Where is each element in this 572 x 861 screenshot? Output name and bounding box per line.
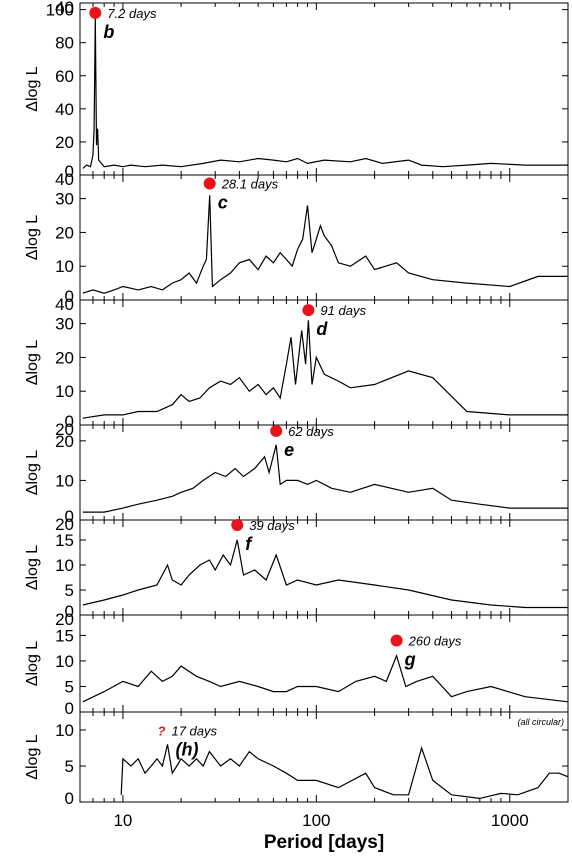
panel-2-series-line xyxy=(82,195,568,294)
panel-4-planet-label: e xyxy=(284,440,294,460)
panel-3-series-line xyxy=(82,320,568,419)
panel-7-frame xyxy=(79,711,569,803)
panel-3-ytick-label-zero: 0 xyxy=(65,412,74,431)
panel-2-ytick-label: 20 xyxy=(55,223,74,242)
panel-3-marker xyxy=(302,304,315,317)
panel-1-planet-label: b xyxy=(103,22,114,42)
panel-6-top-tick-label: 20 xyxy=(55,610,74,629)
panel-3-ytick-label: 10 xyxy=(55,382,74,401)
panel-1-period-label: 7.2 days xyxy=(107,6,157,21)
panel-3-ylabel: Δlog L xyxy=(24,340,41,385)
panel-5-series-line xyxy=(82,539,568,609)
panel-5-ytick-label: 15 xyxy=(55,531,74,550)
panel-7-planet-label: (h) xyxy=(175,739,198,759)
panel-4-ytick-label-zero: 0 xyxy=(65,507,74,526)
panel-7-uncertain-mark: ? xyxy=(157,723,165,738)
panel-7-ytick-label: 10 xyxy=(55,721,74,740)
panel-4-ytick-label: 10 xyxy=(55,471,74,490)
panel-6-marker xyxy=(390,634,403,647)
panel-3-planet-label: d xyxy=(316,319,328,339)
panel-1-ytick-label: 100 xyxy=(46,1,74,20)
panel-6-ytick-label-zero: 0 xyxy=(65,699,74,718)
panel-5-ytick-label: 5 xyxy=(65,581,74,600)
panel-6-planet-label: g xyxy=(404,650,416,670)
panel-4-series-line xyxy=(82,444,568,513)
panel-7-period-label: 17 days xyxy=(171,723,217,738)
panel-7-ytick-label-zero: 0 xyxy=(65,789,74,808)
panel-5-ylabel: Δlog L xyxy=(24,545,41,590)
panel-1-ytick-label: 20 xyxy=(55,133,74,152)
panel-6-series-line xyxy=(82,653,569,703)
panel-4-top-tick-label: 20 xyxy=(55,420,74,439)
panel-6-period-label: 260 days xyxy=(408,634,462,649)
panel-3-period-label: 91 days xyxy=(320,303,366,318)
panel-2-period-label: 28.1 days xyxy=(221,176,279,191)
panel-2-planet-label: c xyxy=(218,192,228,212)
panel-5-planet-label: f xyxy=(245,534,253,554)
panel-1-ylabel: Δlog L xyxy=(24,66,41,111)
panel-4-ytick-label: 20 xyxy=(55,432,74,451)
panel-2-ytick-label: 30 xyxy=(55,190,74,209)
panel-1-marker xyxy=(89,6,102,19)
panel-2-frame xyxy=(79,174,569,301)
panel-1-ytick-label: 80 xyxy=(55,34,74,53)
panel-7-ylabel: Δlog L xyxy=(24,734,41,779)
panel-7-series-line xyxy=(120,744,569,800)
x-tick-label: 100 xyxy=(302,811,330,830)
panel-1-ytick-label: 40 xyxy=(55,100,74,119)
panel-1-ytick-label: 60 xyxy=(55,67,74,86)
panel-6-frame xyxy=(79,614,569,713)
x-axis-title: Period [days] xyxy=(264,832,384,853)
panel-5-frame xyxy=(79,519,569,616)
panel-3-top-tick-label: 40 xyxy=(55,295,74,314)
panel-5-period-label: 39 days xyxy=(249,518,295,533)
panel-2-ytick-label-zero: 0 xyxy=(65,287,74,306)
panel-7-ytick-label: 5 xyxy=(65,757,74,776)
panel-2-ytick-label: 10 xyxy=(55,257,74,276)
panel-2-ylabel: Δlog L xyxy=(24,215,41,260)
x-tick-label: 1000 xyxy=(491,811,529,830)
panel-6-ytick-label: 10 xyxy=(55,652,74,671)
panel-6-ytick-label: 5 xyxy=(65,677,74,696)
panel-5-ytick-label-zero: 0 xyxy=(65,602,74,621)
panel-1-series-line xyxy=(82,17,568,169)
panel-5-top-tick-label: 20 xyxy=(55,515,74,534)
panel-4-marker xyxy=(270,424,283,437)
panel-5-ytick-label: 10 xyxy=(55,556,74,575)
panel-3-ytick-label: 30 xyxy=(55,315,74,334)
panel-1-top-tick-label: 40 xyxy=(55,0,74,17)
panel-2-top-tick-label: 40 xyxy=(55,170,74,189)
panel-4-ylabel: Δlog L xyxy=(24,450,41,495)
panel-6-ylabel: Δlog L xyxy=(24,641,41,686)
panel-5-marker xyxy=(231,519,244,531)
panel-1-ytick-label-zero: 0 xyxy=(65,162,74,181)
x-tick-label: 10 xyxy=(113,811,132,830)
panel-1-frame xyxy=(79,2,569,176)
panel-3-ytick-label: 20 xyxy=(55,348,74,367)
all-circular-note: (all circular) xyxy=(517,717,564,727)
panel-2-marker xyxy=(203,177,216,190)
panel-6-ytick-label: 15 xyxy=(55,626,74,645)
panel-4-period-label: 62 days xyxy=(288,424,334,439)
